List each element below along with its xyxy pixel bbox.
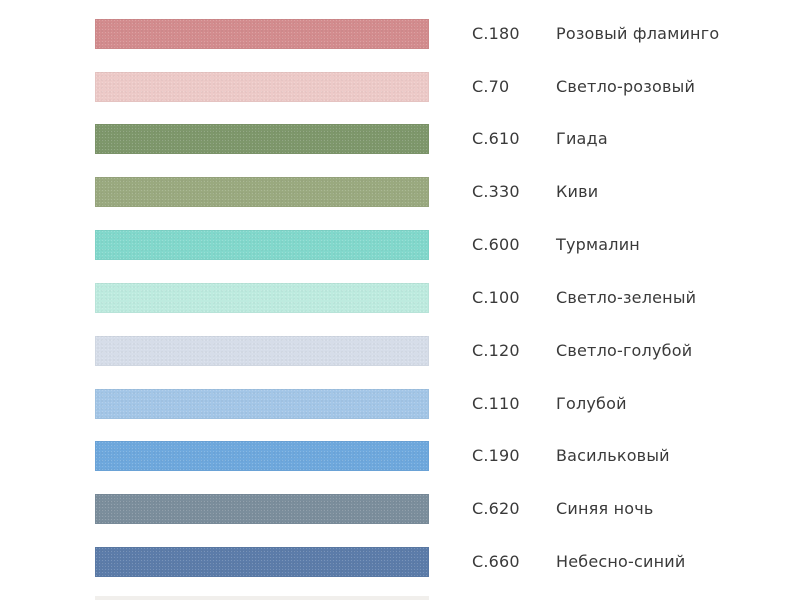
color-code: C.100 (472, 288, 520, 307)
color-name: Светло-розовый (556, 77, 696, 96)
color-code: C.620 (472, 499, 520, 518)
swatch-row: C.110 Голубой (0, 389, 800, 419)
swatch-row: C.70 Светло-розовый (0, 72, 800, 102)
color-name: Киви (556, 182, 599, 201)
swatch-row: C.120 Светло-голубой (0, 336, 800, 366)
color-swatch (95, 547, 429, 577)
color-swatch (95, 72, 429, 102)
color-code: C.110 (472, 394, 520, 413)
color-swatch (95, 336, 429, 366)
color-swatch (95, 389, 429, 419)
color-name: Светло-зеленый (556, 288, 697, 307)
color-code: C.120 (472, 341, 520, 360)
color-code: C.660 (472, 552, 520, 571)
color-code: C.610 (472, 129, 520, 148)
color-swatch (95, 283, 429, 313)
swatch-row: C.330 Киви (0, 177, 800, 207)
swatch-row: C.620 Синяя ночь (0, 494, 800, 524)
color-name: Гиада (556, 129, 608, 148)
swatch-row: C.190 Васильковый (0, 441, 800, 471)
color-name: Светло-голубой (556, 341, 693, 360)
color-name: Васильковый (556, 446, 670, 465)
color-swatch (95, 494, 429, 524)
color-swatch (95, 230, 429, 260)
partial-swatch-edge (95, 596, 429, 600)
color-name: Розовый фламинго (556, 24, 720, 43)
color-code: C.190 (472, 446, 520, 465)
swatch-row: C.660 Небесно-синий (0, 547, 800, 577)
color-code: C.180 (472, 24, 520, 43)
color-code: C.70 (472, 77, 510, 96)
color-name: Голубой (556, 394, 627, 413)
swatch-row: C.100 Светло-зеленый (0, 283, 800, 313)
color-name: Турмалин (556, 235, 640, 254)
color-name: Небесно-синий (556, 552, 686, 571)
swatch-row: C.600 Турмалин (0, 230, 800, 260)
swatch-row: C.180 Розовый фламинго (0, 19, 800, 49)
color-code: C.330 (472, 182, 520, 201)
color-code: C.600 (472, 235, 520, 254)
color-swatch (95, 441, 429, 471)
color-swatch (95, 177, 429, 207)
color-swatch (95, 19, 429, 49)
color-swatch (95, 124, 429, 154)
swatch-row: C.610 Гиада (0, 124, 800, 154)
color-name: Синяя ночь (556, 499, 654, 518)
